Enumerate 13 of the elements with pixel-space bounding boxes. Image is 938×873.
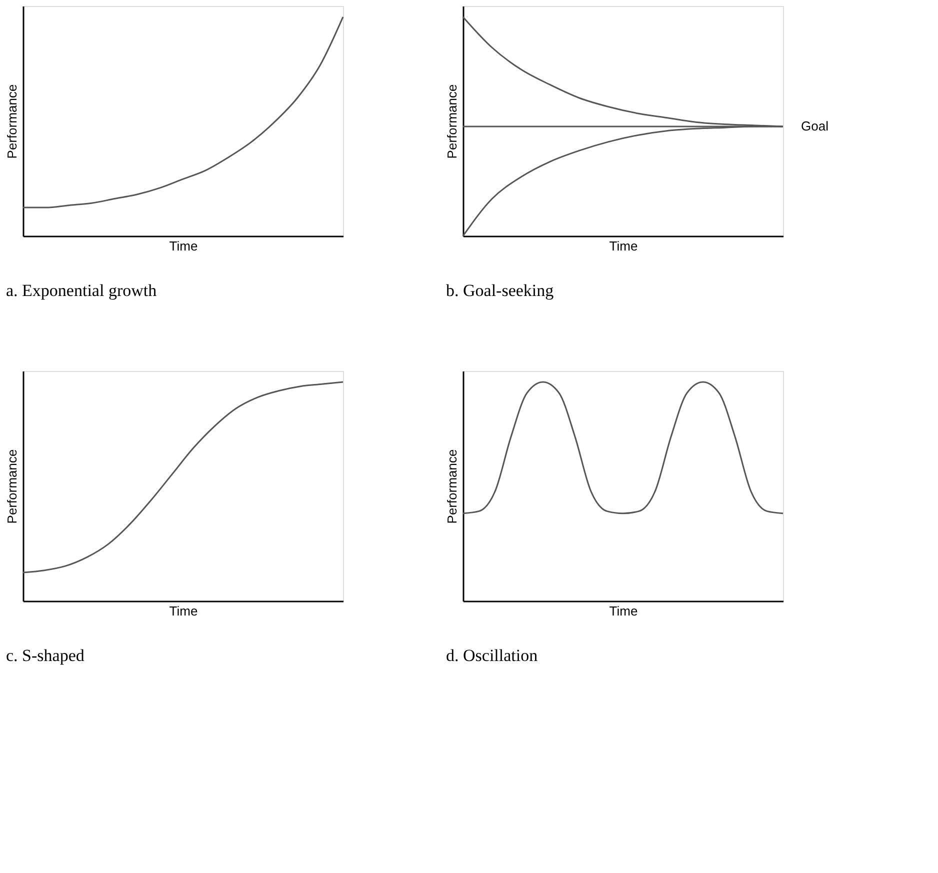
y-axis-title: Performance: [4, 449, 20, 524]
y-axis-title: Performance: [444, 84, 460, 159]
text: b. Goal-seeking: [446, 281, 554, 300]
text: c. S-shaped: [6, 646, 85, 665]
y-axis-title: Performance: [4, 84, 20, 159]
x-axis-title: Time: [169, 238, 198, 254]
x-axis-title: Time: [609, 238, 638, 254]
x-axis-title: Time: [169, 604, 198, 618]
x-axis-title: Time: [609, 604, 638, 618]
text: a. Exponential growth: [6, 281, 158, 300]
y-axis-title: Performance: [444, 449, 460, 524]
ref-line-label: Goal: [801, 118, 829, 134]
text: d. Oscillation: [446, 646, 538, 665]
